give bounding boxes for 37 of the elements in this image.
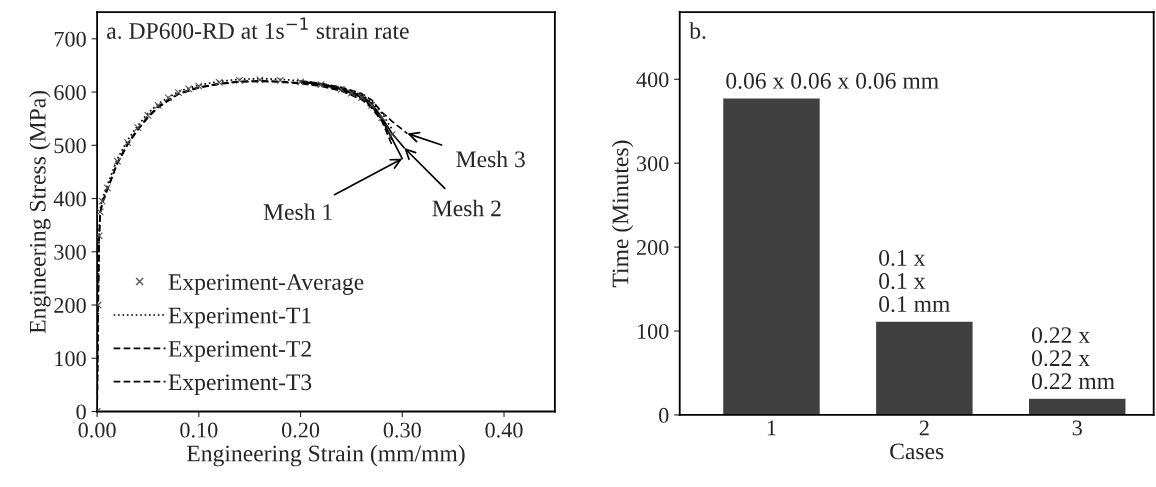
annotation: 0.1 x 0.1 x 0.1 mm <box>879 249 950 313</box>
chart-title: b. <box>689 22 706 39</box>
legend-label: Experiment-T3 <box>168 374 312 395</box>
y-axis-title: Engineering Stress (MPa) <box>29 90 51 334</box>
y-tick-label: 100 <box>637 323 669 339</box>
x-tick-label: 0.30 <box>383 422 421 438</box>
x-tick-label: 0.20 <box>281 422 320 438</box>
x-tick-label: 0.10 <box>180 422 218 438</box>
chart-title: a. DP600-RD at 1s$^{−1}$ strain rate <box>107 17 409 40</box>
legend-label: Experiment-Average <box>168 274 364 295</box>
y-tick-label: 700 <box>54 31 86 47</box>
y-tick-label: 300 <box>637 156 669 172</box>
y-tick-label: 400 <box>53 191 86 207</box>
x-axis-title: Cases <box>890 443 944 460</box>
y-tick-label: 600 <box>54 84 86 100</box>
y-tick-label: 200 <box>54 297 86 313</box>
x-tick-label: 0.00 <box>78 422 116 438</box>
y-tick-label: 400 <box>636 72 669 88</box>
y-axis-title: Time (Minutes) <box>611 140 634 288</box>
legend-label: Experiment-T1 <box>168 307 311 329</box>
annotation: Mesh 1 <box>263 203 332 221</box>
annotation: Mesh 3 <box>456 150 525 168</box>
x-axis-title: Engineering Strain (mm/mm) <box>187 444 465 467</box>
annotation: 0.06 x 0.06 x 0.06 mm <box>726 72 939 89</box>
x-tick-label: 0.40 <box>485 422 523 438</box>
y-tick-label: 100 <box>55 351 86 367</box>
x-tick-label: 3 <box>1072 420 1082 436</box>
y-tick-label: 200 <box>636 240 669 256</box>
y-tick-label: 0 <box>76 404 86 420</box>
y-tick-label: 0 <box>659 407 669 423</box>
annotation: 0.22 x 0.22 x 0.22 mm <box>1032 327 1115 390</box>
annotation: Mesh 2 <box>432 199 501 217</box>
y-tick-label: 300 <box>54 244 86 260</box>
y-tick-label: 500 <box>54 138 86 154</box>
x-tick-label: 1 <box>767 420 776 436</box>
x-tick-label: 2 <box>919 420 929 436</box>
legend-label: Experiment-T2 <box>168 340 311 362</box>
